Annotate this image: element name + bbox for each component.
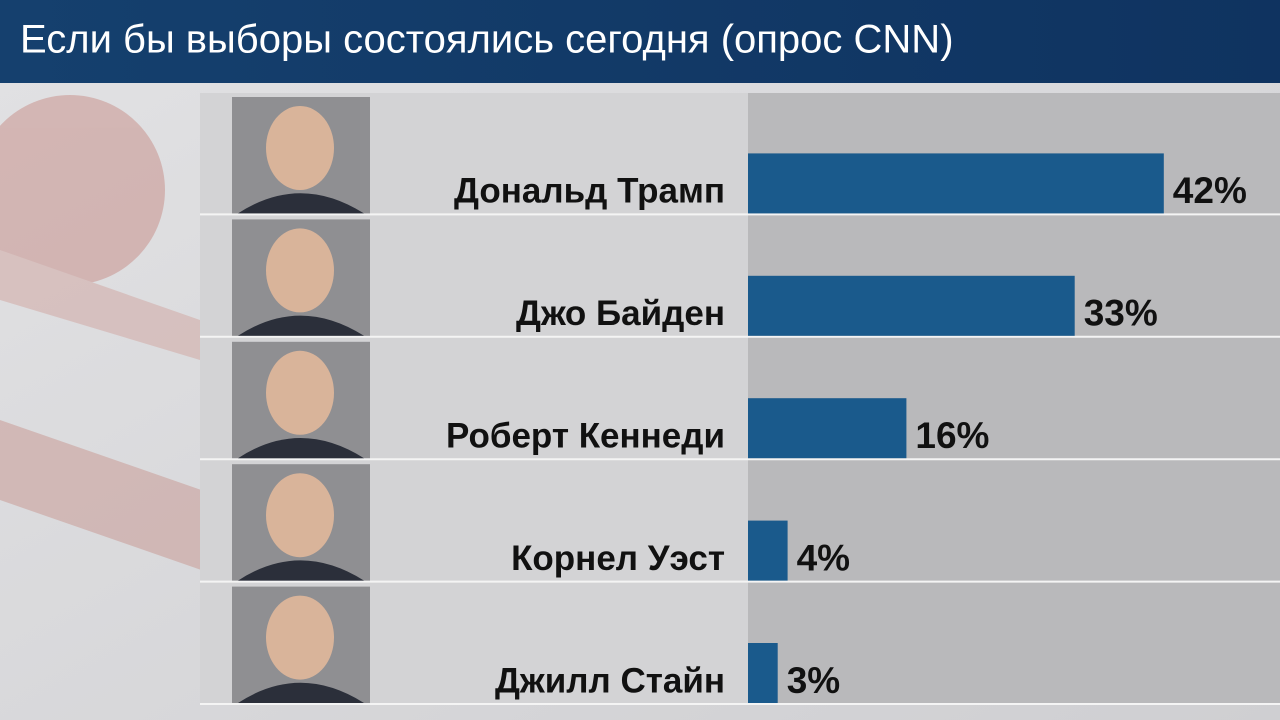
portrait-shoulders	[238, 560, 364, 581]
value-label: 16%	[915, 415, 989, 456]
portrait-shoulders	[238, 193, 364, 214]
category-label: Корнел Уэст	[511, 539, 725, 578]
bar	[748, 520, 788, 581]
value-label: 42%	[1173, 170, 1247, 211]
chart-title: Если бы выборы состоялись сегодня (опрос…	[20, 18, 954, 62]
portrait-head	[266, 595, 334, 680]
bar	[748, 275, 1075, 336]
category-label: Джо Байден	[516, 294, 725, 333]
title-bar	[0, 0, 1280, 83]
value-label: 4%	[797, 537, 850, 578]
portrait-head	[266, 473, 334, 558]
portrait-head	[266, 228, 334, 313]
globe-shape	[0, 95, 165, 285]
portrait-shoulders	[238, 682, 364, 703]
portrait-shoulders	[238, 315, 364, 336]
decoration	[0, 95, 230, 580]
value-label: 3%	[787, 660, 840, 701]
stripe	[0, 420, 230, 580]
bar	[748, 643, 778, 703]
category-label: Дональд Трамп	[454, 172, 725, 211]
bar	[748, 398, 907, 459]
portrait-head	[266, 350, 334, 435]
portrait-head	[266, 106, 334, 190]
category-label: Роберт Кеннеди	[446, 416, 725, 455]
stripe	[0, 250, 200, 360]
bar	[748, 153, 1164, 214]
portrait-shoulders	[238, 438, 364, 459]
value-label: 33%	[1084, 293, 1158, 334]
category-label: Джилл Стайн	[495, 661, 725, 700]
